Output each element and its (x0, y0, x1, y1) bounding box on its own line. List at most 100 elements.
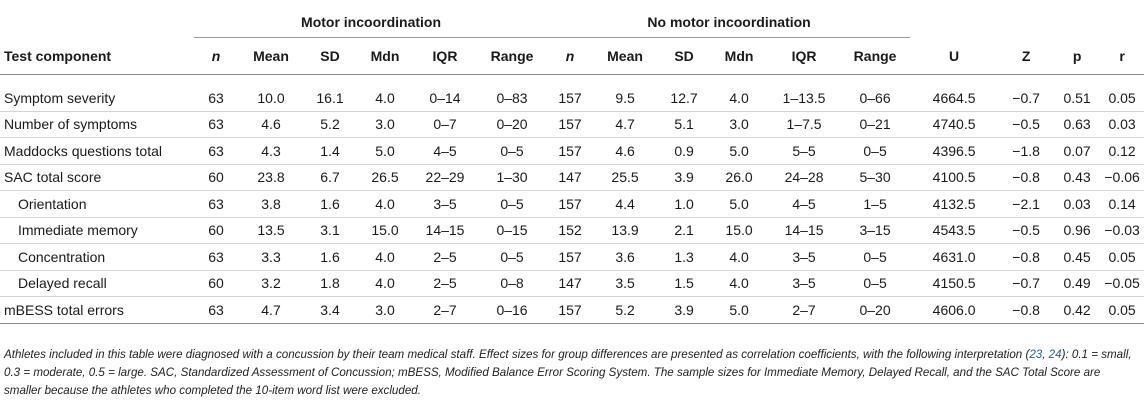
table-cell: 3.6 (592, 243, 659, 271)
table-cell: 0–5 (840, 243, 911, 271)
table-cell: 0–14 (414, 85, 476, 112)
table-cell: 1–13.5 (768, 85, 841, 112)
table-cell: 0.05 (1100, 85, 1144, 112)
table-cell: 6.7 (304, 164, 356, 191)
table-cell: 4–5 (414, 137, 476, 165)
table-cell: 9.5 (592, 85, 659, 112)
table-cell: 3.8 (238, 190, 304, 218)
table-cell: 0.43 (1054, 164, 1101, 191)
table-cell: 0–15 (476, 217, 549, 244)
group-header-empty (0, 6, 194, 38)
table-cell: 4.0 (710, 243, 769, 271)
table-cell: 0–5 (476, 243, 549, 271)
table-cell: 4100.5 (910, 164, 999, 191)
table-cell: 23.8 (238, 164, 304, 191)
table-cell: 63 (194, 243, 238, 271)
table-cell: −0.8 (998, 296, 1055, 324)
table-cell: 3.5 (592, 270, 659, 297)
table-cell: 10.0 (238, 85, 304, 112)
table-cell: 4.6 (592, 137, 659, 165)
table-cell: 3.0 (710, 111, 769, 138)
table-cell: 3–5 (414, 190, 476, 218)
table-cell: 3.9 (658, 164, 711, 191)
table-cell: 60 (194, 217, 238, 244)
table-cell: 0–8 (476, 270, 549, 297)
table-cell: 3.1 (304, 217, 356, 244)
table-cell: 25.5 (592, 164, 659, 191)
column-header: r (1119, 47, 1125, 64)
column-header: SD (320, 48, 340, 64)
table-cell: 5.0 (356, 137, 414, 165)
table-row: Number of symptoms 63 4.6 5.2 3.0 0–7 0–20 157 4… (0, 111, 1144, 138)
table-cell: 147 (548, 164, 593, 191)
table-cell: 4.0 (710, 85, 769, 112)
table-cell: 4.0 (356, 190, 414, 218)
table-cell: 0–5 (840, 270, 911, 297)
column-header: Mean (607, 48, 643, 64)
table-cell: −0.5 (998, 111, 1055, 138)
table-cell: 0–83 (476, 85, 549, 112)
table-cell: 60 (194, 164, 238, 191)
row-label: Immediate memory (0, 217, 194, 244)
table-row: Maddocks questions total 63 4.3 1.4 5.0 4–5 0–… (0, 137, 1144, 165)
row-label: Concentration (0, 243, 194, 271)
table-cell: 5–5 (768, 137, 841, 165)
table-cell: 1.3 (658, 243, 711, 271)
reference-link[interactable]: 23 (1029, 348, 1043, 361)
table-cell: 0.45 (1054, 243, 1101, 271)
table-cell: 0–20 (476, 111, 549, 138)
table-cell: 157 (548, 190, 593, 218)
table-cell: 0.14 (1100, 190, 1144, 218)
column-header: IQR (791, 48, 817, 64)
table-cell: 4.3 (238, 137, 304, 165)
footnote-text: Athletes included in this table were dia… (4, 348, 1030, 361)
table-cell: 63 (194, 190, 238, 218)
table-cell: 3.4 (304, 296, 356, 324)
table-cell: 0.49 (1054, 270, 1101, 297)
column-header: Mdn (370, 48, 400, 64)
table-cell: 0.9 (658, 137, 711, 165)
table-cell: 0.51 (1054, 85, 1101, 112)
table-cell: 5.1 (658, 111, 711, 138)
table-cell: 4.4 (592, 190, 659, 218)
table-cell: 5–30 (840, 164, 911, 191)
table-cell: −0.8 (998, 164, 1055, 191)
table-cell: 1.5 (658, 270, 711, 297)
table-cell: 1.4 (304, 137, 356, 165)
table-cell: 0.05 (1100, 296, 1144, 324)
table-cell: 1.6 (304, 243, 356, 271)
table-cell: 0.12 (1100, 137, 1144, 165)
table-cell: 147 (548, 270, 593, 297)
table-cell: 5.2 (304, 111, 356, 138)
table-cell: 4–5 (768, 190, 841, 218)
table-cell: 26.5 (356, 164, 414, 191)
table-cell: −2.1 (998, 190, 1055, 218)
table-cell: 2.1 (658, 217, 711, 244)
table-cell: 157 (548, 111, 593, 138)
table-cell: 15.0 (356, 217, 414, 244)
table-cell: 14–15 (768, 217, 841, 244)
table-cell: 1.6 (304, 190, 356, 218)
column-header: n (211, 48, 221, 64)
table-cell: 4.0 (710, 270, 769, 297)
column-header-row: Test component n Mean SD Mdn IQR Range n… (0, 38, 1144, 75)
table-cell: 4664.5 (910, 85, 999, 112)
table-cell: 3.9 (658, 296, 711, 324)
table-cell: −0.05 (1100, 270, 1144, 297)
column-header: SD (674, 48, 694, 64)
footnote-separator: , (1042, 348, 1049, 361)
table-cell: 157 (548, 243, 593, 271)
table-cell: 63 (194, 85, 238, 112)
reference-link[interactable]: 24 (1048, 348, 1062, 361)
table-cell: 3–5 (768, 270, 841, 297)
row-label: Orientation (0, 190, 194, 218)
table-cell: 0–7 (414, 111, 476, 138)
table-cell: 4.0 (356, 243, 414, 271)
table-cell: −0.5 (998, 217, 1055, 244)
row-label: Maddocks questions total (0, 137, 194, 165)
table-cell: −0.03 (1100, 217, 1144, 244)
table-cell: 4606.0 (910, 296, 999, 324)
table-cell: 0.96 (1054, 217, 1101, 244)
table-cell: 3–5 (768, 243, 841, 271)
